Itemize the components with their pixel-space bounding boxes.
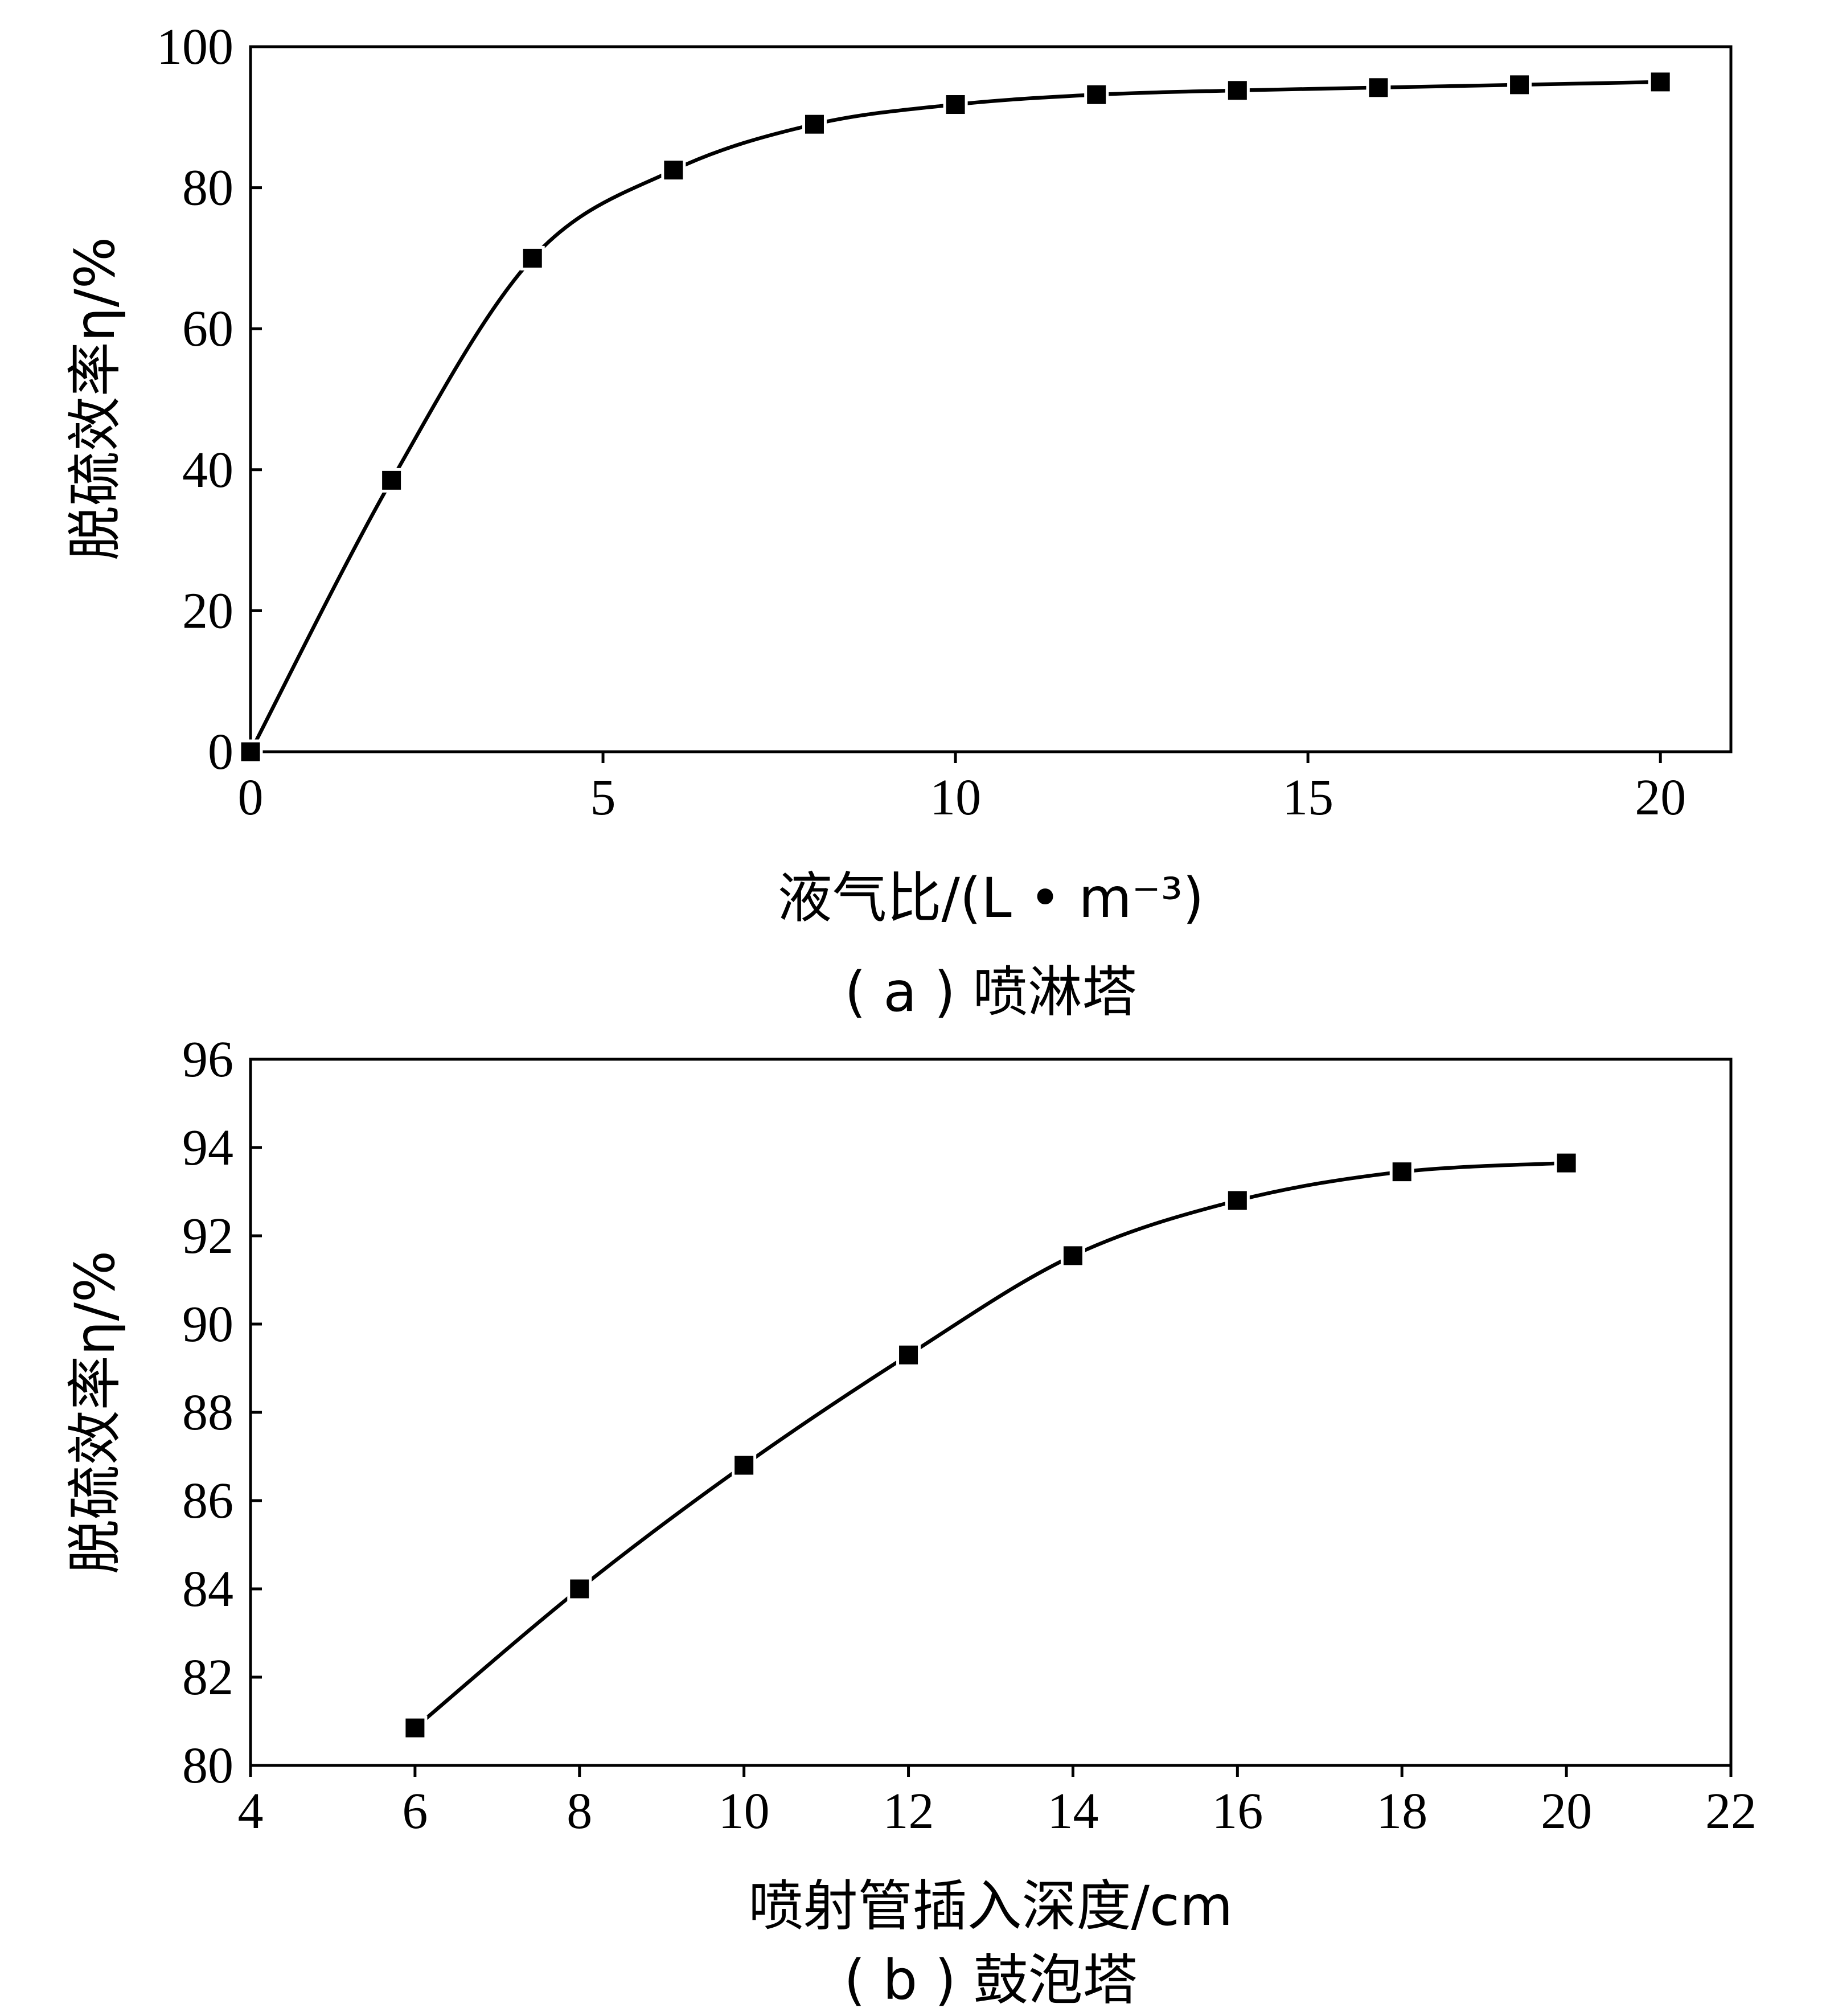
chart-a-frame: [249, 45, 1733, 753]
x-tick-label: 12: [883, 1783, 934, 1839]
chart-b-y-tick-labels: 80 82 84 86 88 90 92 94 96: [182, 1031, 233, 1794]
data-point: [379, 468, 404, 493]
data-point: [802, 112, 827, 137]
chart-a-x-axis-title: 液气比/(L • m⁻³): [777, 866, 1204, 930]
x-tick-label: 15: [1282, 769, 1333, 826]
y-tick-label: 84: [182, 1561, 233, 1617]
chart-a-y-tick-labels: 0 20 40 60 80 100: [157, 19, 233, 780]
data-point: [1389, 1159, 1414, 1185]
data-point: [896, 1342, 921, 1367]
y-tick-label: 100: [157, 19, 233, 75]
chart-a-ticks: [249, 45, 1662, 763]
chart-b: 4 6 8 10 12 14 16 18 20 22 80 82 84 86 88 90 92 94 96 喷射管…: [63, 1031, 1757, 2012]
x-tick-label: 20: [1635, 769, 1686, 826]
data-point: [238, 739, 263, 764]
data-point: [520, 245, 545, 271]
x-tick-label: 10: [930, 769, 981, 826]
chart-a-x-tick-labels: 0 5 10 15 20: [238, 769, 1686, 826]
y-tick-label: 82: [182, 1649, 233, 1706]
y-tick-label: 90: [182, 1296, 233, 1353]
chart-a-caption: ( a ) 喷淋塔: [844, 960, 1136, 1024]
y-tick-label: 92: [182, 1208, 233, 1264]
y-tick-label: 88: [182, 1384, 233, 1441]
chart-a-series-line: [248, 80, 1663, 754]
chart-b-x-tick-labels: 4 6 8 10 12 14 16 18 20 22: [238, 1783, 1757, 1839]
x-tick-label: 4: [238, 1783, 264, 1839]
x-tick-label: 22: [1705, 1783, 1757, 1839]
data-point: [661, 158, 686, 183]
y-tick-label: 0: [208, 724, 233, 780]
data-point: [1554, 1150, 1579, 1175]
x-tick-label: 14: [1047, 1783, 1098, 1839]
chart-b-points: [403, 1150, 1579, 1740]
y-tick-label: 40: [182, 442, 233, 498]
data-point: [1366, 75, 1391, 100]
chart-b-x-axis-title: 喷射管插入深度/cm: [749, 1874, 1233, 1938]
x-tick-label: 20: [1541, 1783, 1592, 1839]
data-point: [1060, 1243, 1085, 1268]
data-point: [732, 1453, 757, 1478]
x-tick-label: 8: [567, 1783, 592, 1839]
data-point: [1225, 1188, 1250, 1213]
chart-b-caption: ( b ) 鼓泡塔: [844, 1948, 1137, 2012]
x-tick-label: 6: [402, 1783, 428, 1839]
y-tick-label: 60: [182, 301, 233, 357]
y-tick-label: 94: [182, 1120, 233, 1176]
chart-a-y-axis-title: 脱硫效率η/%: [63, 237, 127, 560]
y-tick-label: 96: [182, 1031, 233, 1088]
data-point: [403, 1715, 428, 1740]
chart-b-y-axis-title: 脱硫效率η/%: [63, 1251, 127, 1574]
x-tick-label: 18: [1376, 1783, 1427, 1839]
data-point: [1084, 82, 1109, 107]
y-tick-label: 80: [182, 160, 233, 216]
y-tick-label: 80: [182, 1738, 233, 1794]
x-tick-label: 16: [1212, 1783, 1263, 1839]
y-tick-label: 86: [182, 1473, 233, 1529]
x-tick-label: 10: [719, 1783, 770, 1839]
data-point: [1507, 72, 1532, 97]
x-tick-label: 5: [590, 769, 616, 826]
data-point: [567, 1576, 592, 1601]
chart-a-points: [238, 69, 1673, 764]
x-tick-label: 0: [238, 769, 264, 826]
data-point: [1225, 78, 1250, 103]
chart-b-series-line: [413, 1161, 1569, 1730]
chart-b-ticks: [249, 1058, 1733, 1777]
data-point: [943, 92, 968, 117]
y-tick-label: 20: [182, 583, 233, 639]
data-point: [1648, 69, 1673, 95]
chart-a: 0 5 10 15 20 0 20 40 60 80 100 液气比/(L • m⁻³) 脱硫效率…: [63, 19, 1733, 1024]
